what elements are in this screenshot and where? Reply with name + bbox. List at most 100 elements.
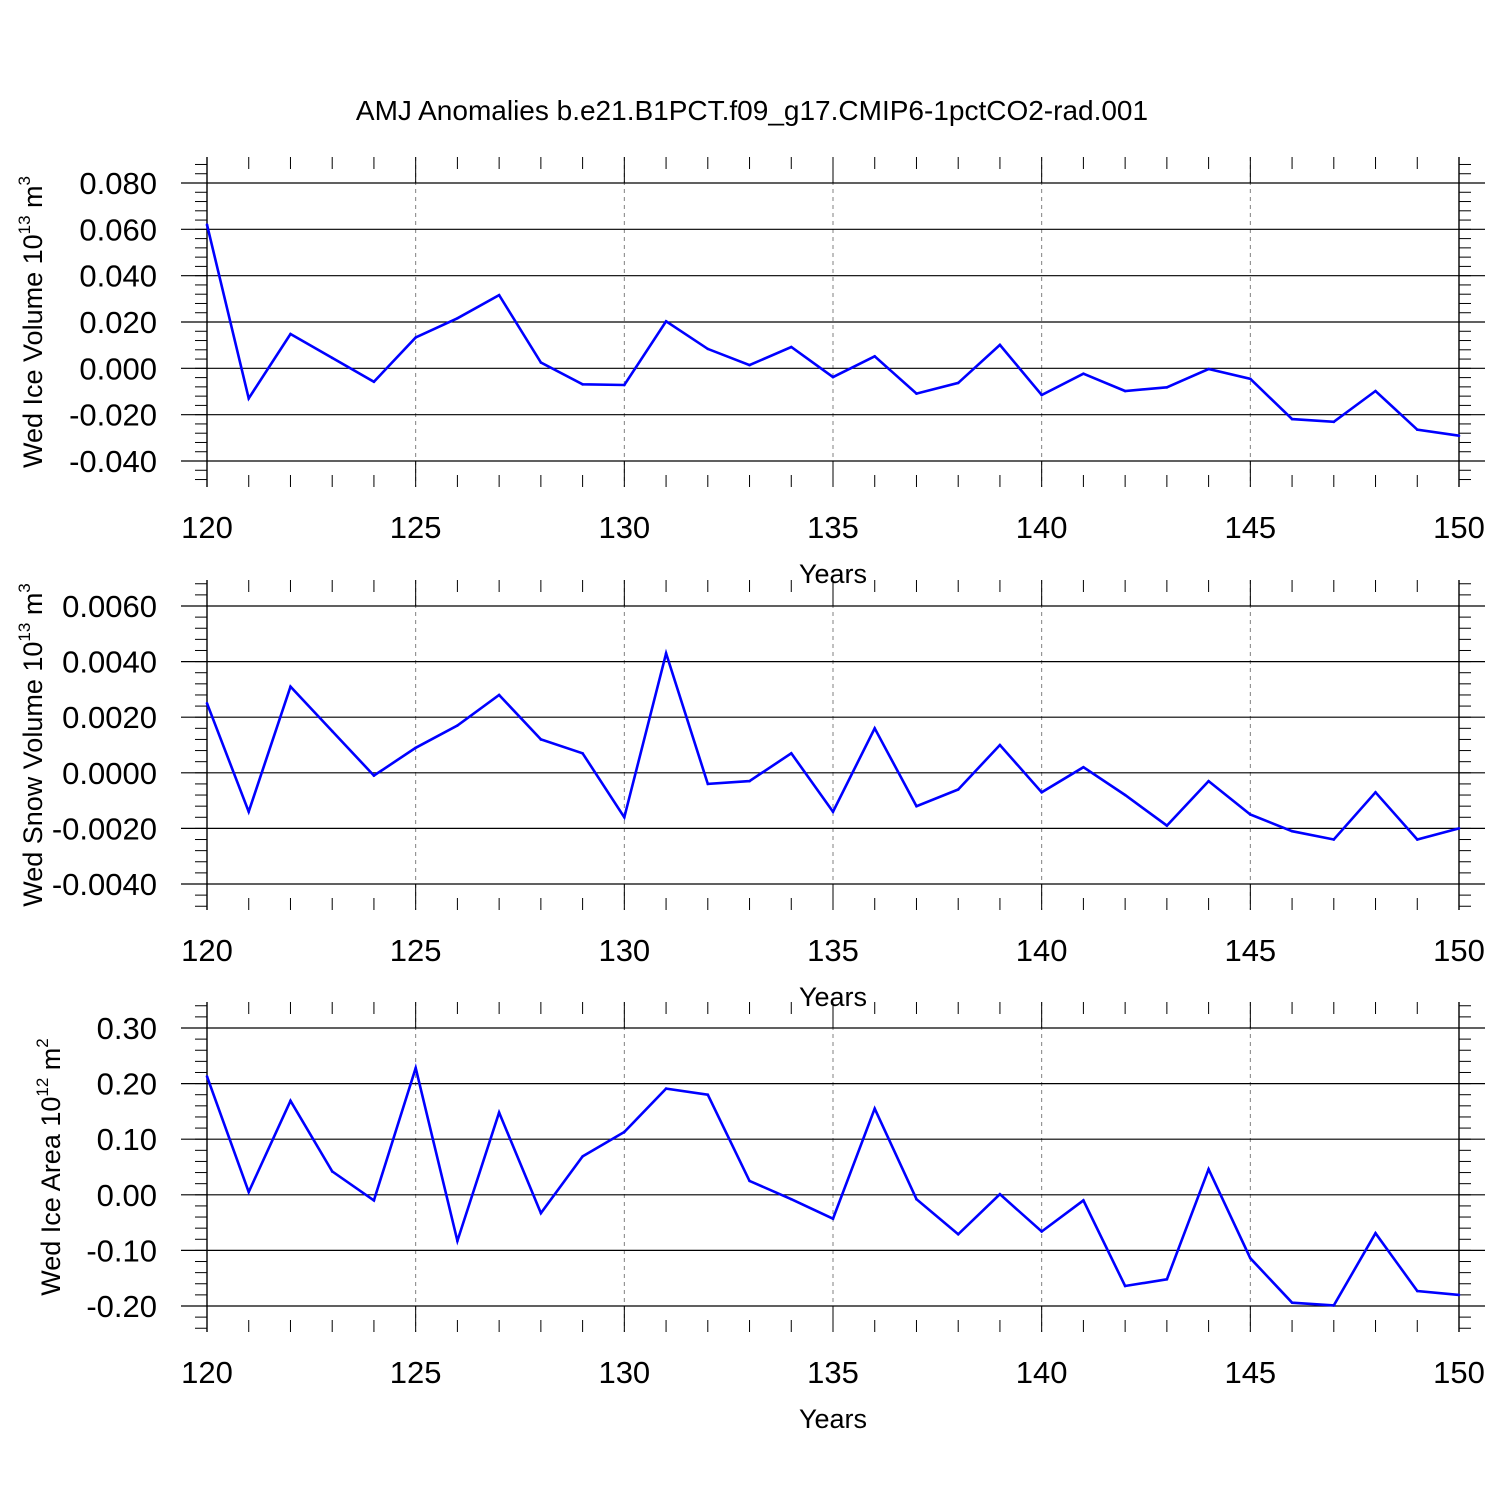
data-point	[956, 381, 960, 385]
data-point	[1249, 1256, 1252, 1260]
data-point	[539, 1211, 543, 1215]
data-point	[247, 397, 251, 400]
data-point	[789, 345, 793, 349]
data-point	[1290, 417, 1294, 421]
data-point	[1165, 824, 1169, 827]
data-point	[1040, 393, 1043, 397]
data-point	[1332, 1304, 1336, 1307]
data-point	[205, 223, 209, 226]
y-tick-label: 0.080	[79, 166, 157, 201]
data-point	[247, 810, 251, 814]
data-point	[1374, 1231, 1377, 1235]
data-point	[414, 336, 417, 339]
data-point	[1249, 813, 1252, 816]
y-axis-label: Wed Snow Volume 1013 m3	[15, 583, 48, 907]
data-point	[372, 1199, 376, 1202]
x-tick-label: 150	[1433, 510, 1485, 545]
data-point	[915, 1197, 918, 1201]
data-point	[1374, 790, 1377, 794]
figure-title: AMJ Anomalies b.e21.B1PCT.f09_g17.CMIP6-…	[356, 95, 1148, 126]
data-point	[497, 1111, 501, 1114]
data-point	[706, 782, 710, 786]
y-tick-label: 0.020	[79, 305, 157, 340]
data-point	[289, 1099, 292, 1103]
y-tick-label: -0.20	[86, 1289, 157, 1324]
data-point	[664, 320, 668, 323]
x-tick-label: 145	[1224, 1355, 1276, 1390]
data-point	[1415, 428, 1419, 432]
data-point	[1290, 829, 1294, 833]
y-tick-label: 0.0060	[62, 589, 157, 624]
data-point	[789, 1197, 793, 1201]
data-point	[330, 356, 334, 360]
x-tick-label: 130	[598, 1355, 650, 1390]
data-point	[664, 651, 668, 655]
data-point	[1123, 1284, 1127, 1288]
data-point	[1207, 1167, 1210, 1171]
data-point	[748, 779, 751, 783]
data-point	[706, 347, 710, 351]
data-point	[623, 815, 626, 819]
data-point	[873, 727, 877, 730]
data-point	[956, 1232, 960, 1236]
data-point	[748, 363, 751, 367]
y-axis-label: Wed Ice Area 1012 m2	[33, 1038, 66, 1296]
data-point	[998, 743, 1002, 747]
data-point	[1082, 765, 1085, 769]
data-point	[706, 1093, 710, 1097]
data-point	[998, 1192, 1002, 1196]
data-point	[915, 392, 918, 395]
data-point	[664, 1087, 668, 1090]
data-point	[1123, 793, 1127, 797]
data-point	[205, 1075, 209, 1078]
chart-panel-1: -0.040 -0.020 0.000 0.020 0.040 0.060 0.080 120…	[15, 157, 1485, 589]
data-point	[623, 1130, 626, 1134]
data-point	[1082, 1199, 1085, 1202]
x-tick-label: 120	[181, 1355, 233, 1390]
data-point	[1123, 389, 1127, 393]
y-tick-label: 0.040	[79, 259, 157, 294]
y-tick-label: -0.020	[69, 398, 157, 433]
data-point	[372, 380, 376, 384]
y-tick-label: 0.00	[97, 1178, 157, 1213]
y-tick-label: -0.10	[86, 1233, 157, 1268]
data-point	[623, 383, 626, 387]
y-tick-label: 0.0040	[62, 645, 157, 680]
y-tick-label: 0.000	[79, 351, 157, 386]
data-point	[581, 752, 584, 755]
data-point	[1457, 827, 1461, 830]
data-point	[831, 810, 835, 814]
y-tick-label: 0.0020	[62, 700, 157, 735]
data-point	[1249, 377, 1252, 381]
chart-panel-3: -0.20 -0.10 0.00 0.10 0.20 0.30 120 125 130 135 14…	[33, 1002, 1485, 1434]
data-point	[831, 375, 835, 379]
data-point	[1332, 420, 1336, 424]
data-point	[1415, 1289, 1419, 1293]
data-point	[1207, 779, 1210, 783]
x-tick-label: 125	[390, 1355, 442, 1390]
data-point	[247, 1190, 251, 1194]
data-point	[456, 316, 459, 320]
x-tick-label: 150	[1433, 933, 1485, 968]
x-tick-label: 125	[390, 933, 442, 968]
data-point	[915, 804, 918, 808]
x-tick-label: 125	[390, 510, 442, 545]
data-point	[831, 1217, 835, 1221]
panels: -0.040 -0.020 0.000 0.020 0.040 0.060 0.080 120…	[15, 157, 1485, 1434]
x-tick-label: 150	[1433, 1355, 1485, 1390]
y-tick-label: -0.040	[69, 444, 157, 479]
data-point	[289, 685, 292, 688]
data-point	[748, 1179, 751, 1183]
data-point	[414, 1066, 417, 1070]
x-axis-label: Years	[799, 1404, 867, 1434]
x-tick-label: 120	[181, 933, 233, 968]
data-point	[539, 738, 543, 741]
chart-panel-2: -0.0040 -0.0020 0.0000 0.0020 0.0040 0.0060 12…	[15, 580, 1485, 1012]
x-tick-label: 120	[181, 510, 233, 545]
data-point	[330, 729, 334, 733]
data-point	[1040, 1230, 1043, 1233]
y-axis-label: Wed Ice Volume 1013 m3	[15, 176, 48, 468]
data-point	[789, 752, 793, 755]
x-tick-label: 130	[598, 510, 650, 545]
